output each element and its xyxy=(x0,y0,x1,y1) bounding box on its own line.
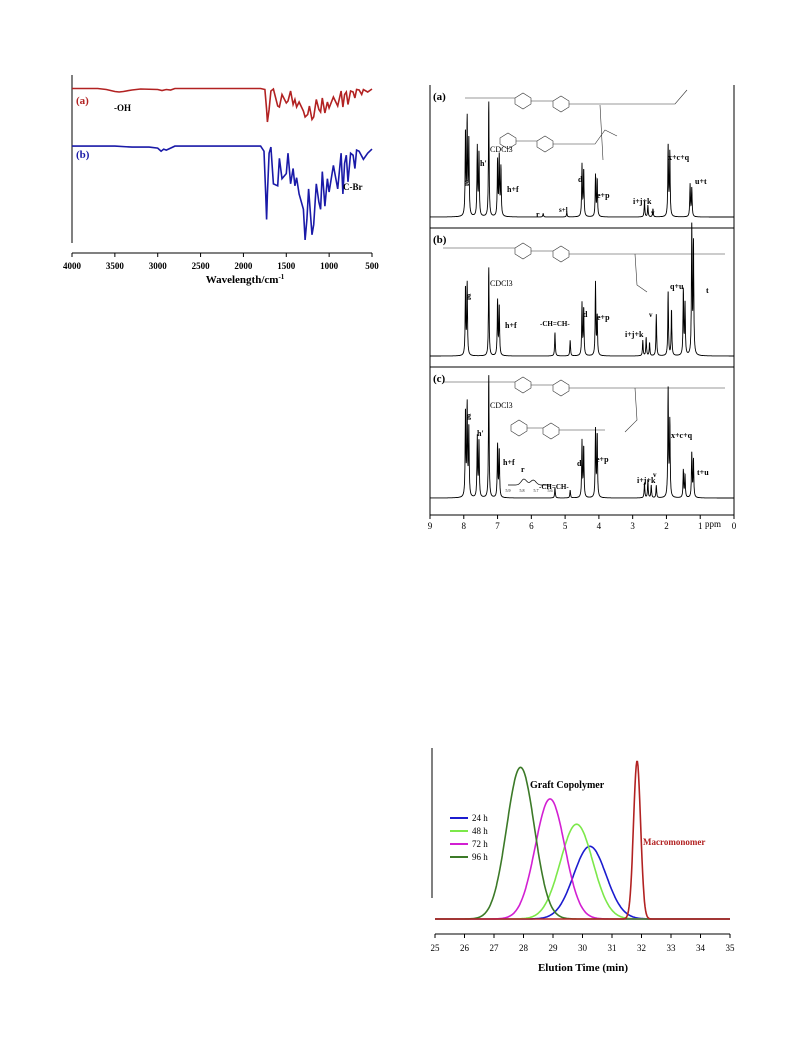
gpc-x-tick-label: 32 xyxy=(637,943,646,953)
nmr-spectrum-c xyxy=(429,375,734,499)
nmr-c-label-chch: -CH=CH- xyxy=(539,483,569,491)
nmr-x-tick-label: 7 xyxy=(495,521,500,530)
nmr-x-tick-label: 6 xyxy=(529,521,534,530)
nmr-x-tick-label: 5 xyxy=(563,521,568,530)
nmr-x-tick-label: 9 xyxy=(428,521,433,530)
nmr-b-label-ep: e+p xyxy=(597,313,610,322)
nmr-a-label-cdcl3: CDCl3 xyxy=(490,145,513,154)
nmr-b-label-hf: h+f xyxy=(505,321,517,330)
nmr-x-tick-label: 3 xyxy=(630,521,635,530)
ir-series-label-b: (b) xyxy=(76,149,90,161)
gpc-x-tick-label: 27 xyxy=(490,943,500,953)
ir-annotation-oh: -OH xyxy=(114,103,131,113)
ir-x-tick-label: 2000 xyxy=(234,261,253,271)
gpc-x-tick-label: 26 xyxy=(460,943,470,953)
gpc-x-tick-label: 30 xyxy=(578,943,588,953)
nmr-spectrum-a xyxy=(430,101,734,218)
nmr-b-label-cdcl3: CDCl3 xyxy=(490,279,513,288)
gpc-x-tick-label: 29 xyxy=(549,943,559,953)
nmr-b-label-g: g xyxy=(467,291,471,300)
nmr-a-label-d: d xyxy=(578,175,583,184)
nmr-panel-label-b: (b) xyxy=(433,234,447,246)
nmr-inset-tick-label: 5.6 xyxy=(548,488,553,493)
nmr-b-label-t: t xyxy=(706,286,709,295)
nmr-x-tick-label: 0 xyxy=(732,521,737,530)
nmr-c-label-g: g xyxy=(467,411,471,420)
ir-series-a-line xyxy=(72,87,373,123)
gpc-legend-label: 72 h xyxy=(472,839,488,849)
nmr-a-label-ut: u+t xyxy=(695,177,707,186)
gpc-legend-label: 24 h xyxy=(472,813,488,823)
nmr-x-axis-label: ppm xyxy=(705,519,721,529)
structure-drawing-c xyxy=(443,376,725,440)
nmr-c-label-cdcl3: CDCl3 xyxy=(490,401,513,410)
nmr-a-label-ep: e+p xyxy=(597,191,610,200)
nmr-c-label-d: d xyxy=(577,459,582,468)
gpc-annotation-macromonomer: Macromonomer xyxy=(643,837,705,847)
nmr-inset-tick-label: 5.8 xyxy=(520,488,525,493)
nmr-a-label-g: g xyxy=(465,177,469,186)
ir-x-tick-label: 2500 xyxy=(192,261,211,271)
nmr-c-label-hf: h+f xyxy=(503,458,515,467)
nmr-b-label-ijk: i+j+k xyxy=(625,330,644,339)
gpc-legend-label: 96 h xyxy=(472,852,488,862)
nmr-a-label-r: r xyxy=(536,210,540,219)
nmr-spectrum-b xyxy=(430,222,734,357)
nmr-a-label-v: v xyxy=(651,209,655,217)
nmr-chart: 9 8 7 6 5 4 3 2 1 0 5.9 5.8 5.7 5.6 (a) (b) (c) g h'… xyxy=(428,85,737,530)
ir-x-tick-label: 1500 xyxy=(277,261,296,271)
gpc-chart: 25 26 27 28 29 30 31 32 33 34 35 24 h48 h72 h96 h … xyxy=(431,748,736,974)
nmr-c-label-ijk: i+j+k xyxy=(637,476,656,485)
nmr-x-tick-label: 8 xyxy=(462,521,467,530)
ir-annotation-cbr: C-Br xyxy=(343,182,363,192)
nmr-b-label-d: d xyxy=(583,310,588,319)
ir-x-tick-label: 4000 xyxy=(63,261,82,271)
nmr-inset-tick-label: 5.9 xyxy=(506,488,511,493)
nmr-a-label-hprime: h' xyxy=(480,159,487,168)
gpc-x-tick-label: 28 xyxy=(519,943,529,953)
nmr-x-tick-label: 4 xyxy=(597,521,602,530)
ir-chart: 4000 3500 3000 2500 2000 1500 1000 500 (a) (b) … xyxy=(63,75,379,286)
nmr-b-label-chch: -CH=CH- xyxy=(540,320,570,328)
gpc-series-line-4 xyxy=(435,760,730,920)
ir-series-label-a: (a) xyxy=(76,95,89,107)
ir-x-tick-label: 500 xyxy=(365,261,379,271)
ir-x-axis-label: Wavelength/cm-1 xyxy=(206,273,285,286)
nmr-panel-label-c: (c) xyxy=(433,373,446,385)
gpc-legend-label: 48 h xyxy=(472,826,488,836)
nmr-c-label-tu: t+u xyxy=(697,468,709,477)
nmr-panel-label-a: (a) xyxy=(433,91,446,103)
nmr-x-tick-label: 2 xyxy=(664,521,669,530)
gpc-x-tick-label: 25 xyxy=(431,943,441,953)
nmr-a-label-xcq: x+c+q xyxy=(668,153,690,162)
nmr-x-tick-label: 1 xyxy=(698,521,703,530)
gpc-annotation-graft: Graft Copolymer xyxy=(530,780,605,791)
nmr-inset-peak xyxy=(508,478,550,486)
ir-x-tick-label: 1000 xyxy=(320,261,339,271)
ir-x-tick-label: 3500 xyxy=(106,261,125,271)
ir-series-b-line xyxy=(72,145,373,240)
nmr-c-label-xcq: x+c+q xyxy=(671,431,693,440)
nmr-c-label-hprime: h' xyxy=(477,429,484,438)
ir-x-tick-label: 3000 xyxy=(149,261,168,271)
nmr-c-label-ep: e+p xyxy=(596,455,609,464)
gpc-x-tick-label: 33 xyxy=(667,943,677,953)
nmr-c-label-v: v xyxy=(653,471,657,479)
gpc-x-tick-label: 31 xyxy=(608,943,617,953)
nmr-a-label-ijk: i+j+k xyxy=(633,197,652,206)
gpc-x-tick-label: 34 xyxy=(696,943,706,953)
nmr-inset-tick-label: 5.7 xyxy=(534,488,539,493)
nmr-c-label-r: r xyxy=(521,465,525,474)
nmr-b-label-v: v xyxy=(649,311,653,319)
structure-drawing-a xyxy=(465,89,688,161)
gpc-x-axis-label: Elution Time (min) xyxy=(538,962,628,974)
nmr-b-label-qu: q+u xyxy=(670,282,684,291)
gpc-legend: 24 h 48 h 72 h 96 h xyxy=(450,813,488,862)
structure-drawing-b xyxy=(443,242,725,293)
nmr-a-label-hf: h+f xyxy=(507,185,519,194)
gpc-x-tick-label: 35 xyxy=(726,943,736,953)
nmr-a-label-sl: s+l xyxy=(559,206,568,214)
